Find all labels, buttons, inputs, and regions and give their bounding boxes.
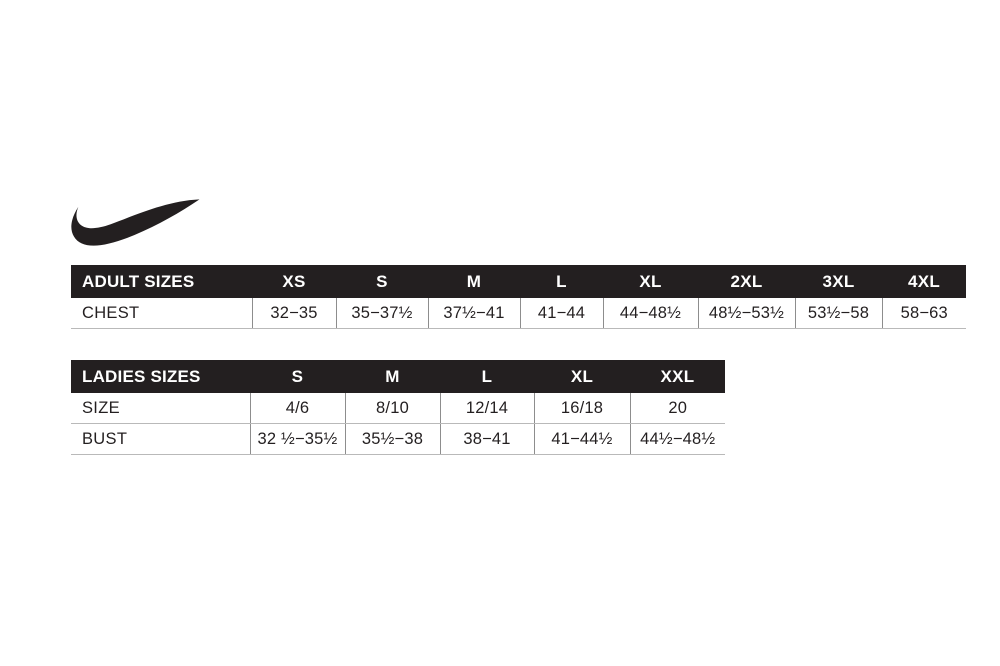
ladies-table-title: LADIES SIZES bbox=[71, 360, 250, 393]
adult-sizes-table: ADULT SIZES XS S M L XL 2XL 3XL 4XL CHES… bbox=[71, 265, 966, 329]
ladies-size-m: 8/10 bbox=[345, 393, 441, 424]
adult-column-header-4xl: 4XL bbox=[882, 265, 966, 298]
table-row: SIZE 4/6 8/10 12/14 16/18 20 bbox=[71, 393, 725, 424]
adult-column-header-3xl: 3XL bbox=[795, 265, 882, 298]
adult-table-header-row: ADULT SIZES XS S M L XL 2XL 3XL 4XL bbox=[71, 265, 966, 298]
table-row: BUST 32 ½−35½ 35½−38 38−41 41−44½ 44½−48… bbox=[71, 423, 725, 455]
adult-column-header-s: S bbox=[336, 265, 428, 298]
adult-column-header-m: M bbox=[428, 265, 520, 298]
ladies-column-header-l: L bbox=[440, 360, 534, 393]
adult-chest-4xl: 58−63 bbox=[882, 298, 966, 329]
ladies-bust-l: 38−41 bbox=[440, 423, 535, 455]
adult-chest-m: 37½−41 bbox=[428, 298, 521, 329]
ladies-size-xl: 16/18 bbox=[534, 393, 631, 424]
adult-column-header-l: L bbox=[520, 265, 603, 298]
adult-chest-l: 41−44 bbox=[520, 298, 604, 329]
adult-column-header-xl: XL bbox=[603, 265, 698, 298]
ladies-size-l: 12/14 bbox=[440, 393, 535, 424]
ladies-column-header-s: S bbox=[250, 360, 345, 393]
table-row: CHEST 32−35 35−37½ 37½−41 41−44 44−48½ 4… bbox=[71, 298, 966, 329]
adult-chest-s: 35−37½ bbox=[336, 298, 429, 329]
ladies-column-header-xl: XL bbox=[534, 360, 630, 393]
adult-table-title: ADULT SIZES bbox=[71, 265, 252, 298]
ladies-bust-m: 35½−38 bbox=[345, 423, 441, 455]
ladies-bust-xxl: 44½−48½ bbox=[630, 423, 725, 455]
adult-chest-xl: 44−48½ bbox=[603, 298, 699, 329]
ladies-column-header-xxl: XXL bbox=[630, 360, 725, 393]
adult-row-label-chest: CHEST bbox=[71, 298, 253, 329]
adult-chest-xs: 32−35 bbox=[252, 298, 337, 329]
nike-swoosh-logo bbox=[70, 198, 200, 254]
adult-column-header-2xl: 2XL bbox=[698, 265, 795, 298]
adult-chest-2xl: 48½−53½ bbox=[698, 298, 796, 329]
ladies-table-header-row: LADIES SIZES S M L XL XXL bbox=[71, 360, 725, 393]
ladies-sizes-table: LADIES SIZES S M L XL XXL SIZE 4/6 8/10 … bbox=[71, 360, 725, 455]
ladies-size-s: 4/6 bbox=[250, 393, 346, 424]
ladies-column-header-m: M bbox=[345, 360, 440, 393]
ladies-bust-s: 32 ½−35½ bbox=[250, 423, 346, 455]
ladies-row-label-bust: BUST bbox=[71, 423, 251, 455]
adult-chest-3xl: 53½−58 bbox=[795, 298, 883, 329]
ladies-size-xxl: 20 bbox=[630, 393, 725, 424]
ladies-bust-xl: 41−44½ bbox=[534, 423, 631, 455]
ladies-row-label-size: SIZE bbox=[71, 393, 251, 424]
adult-column-header-xs: XS bbox=[252, 265, 336, 298]
